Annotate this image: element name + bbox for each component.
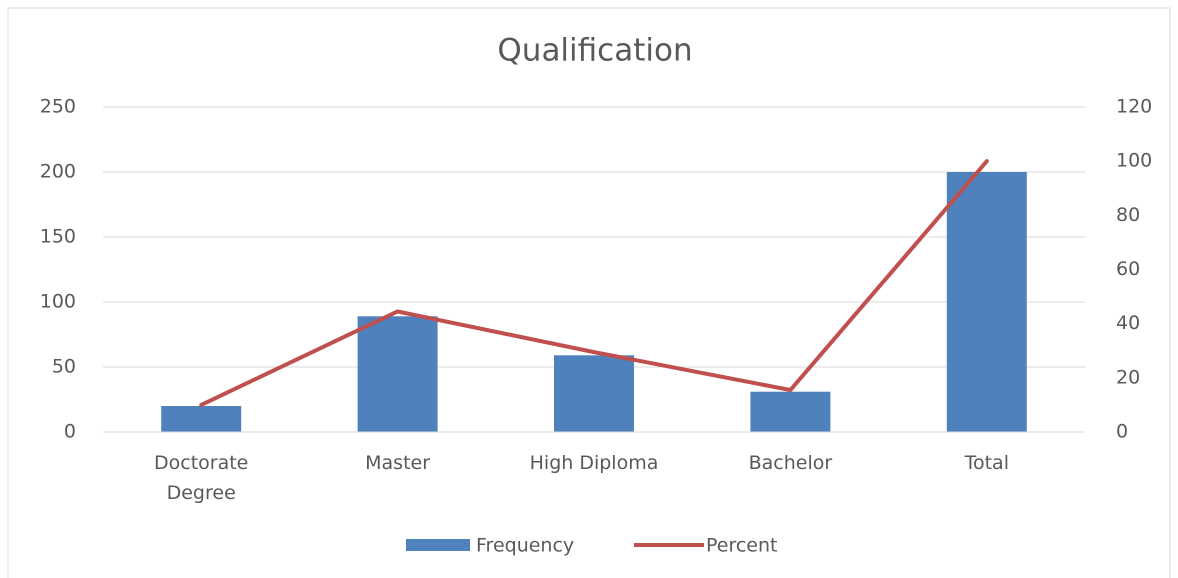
legend-label: Percent: [706, 535, 778, 557]
y2-tick-label: 40: [1116, 312, 1140, 334]
y2-tick-label: 100: [1116, 150, 1152, 172]
y-tick-label: 50: [52, 356, 76, 378]
bar: [357, 316, 438, 432]
y2-tick-label: 120: [1116, 96, 1152, 118]
bar: [750, 391, 831, 432]
y-tick-label: 150: [40, 226, 76, 248]
y-tick-label: 100: [40, 291, 76, 313]
bar: [946, 172, 1027, 432]
x-tick-label: Total: [964, 452, 1009, 474]
chart-title: Qualification: [497, 33, 692, 69]
chart-border: [7, 7, 1171, 578]
x-tick-label: Doctorate Degree: [154, 452, 249, 504]
y-tick-label: 0: [64, 421, 76, 443]
line-series: [199, 159, 989, 407]
legend-label: Frequency: [476, 535, 574, 557]
y2-tick-label: 80: [1116, 204, 1140, 226]
legend-swatch: [406, 539, 470, 551]
y-tick-label: 200: [40, 161, 76, 183]
x-tick-label: Master: [365, 452, 431, 474]
x-tick-label: High Diploma: [529, 452, 659, 474]
y2-tick-label: 0: [1116, 421, 1128, 443]
y2-tick-label: 20: [1116, 366, 1140, 388]
y2-tick-label: 60: [1116, 258, 1140, 280]
bar: [554, 355, 634, 432]
x-tick-label: Bachelor: [748, 452, 833, 474]
bar: [161, 406, 242, 432]
y-tick-label: 250: [40, 96, 76, 118]
